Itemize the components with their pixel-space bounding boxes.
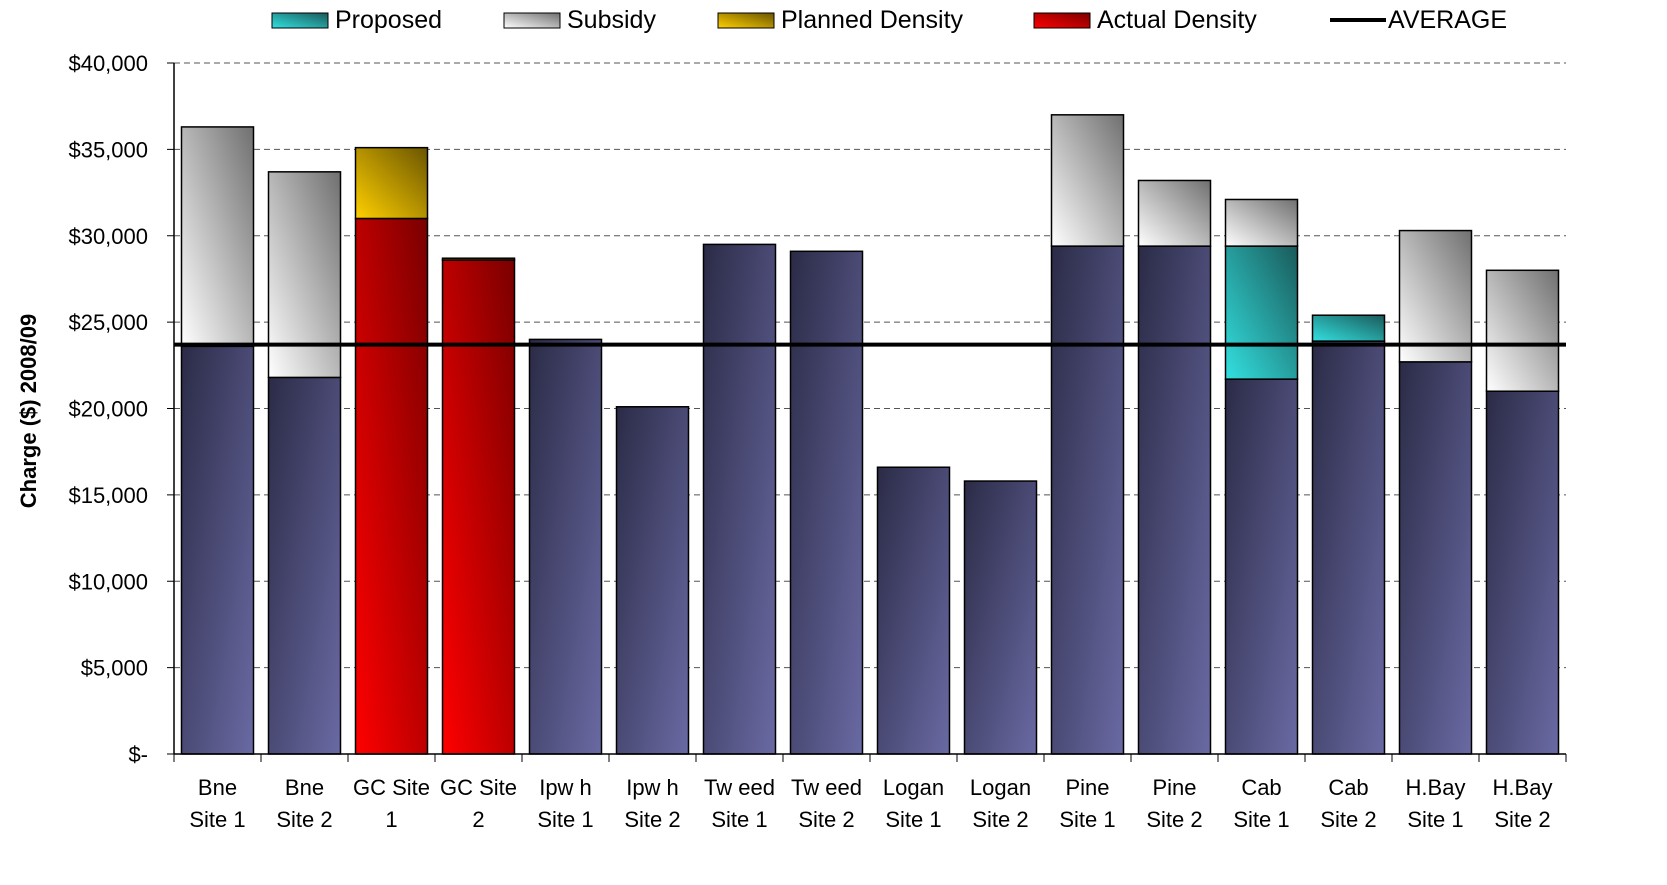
bar-base [1050, 245, 1125, 755]
x-tick-label: H.Bay [1493, 775, 1553, 800]
y-tick-label: $15,000 [68, 483, 148, 508]
x-tick-label: Site 1 [1059, 807, 1115, 832]
bar-base [1398, 361, 1473, 755]
bar-base [267, 376, 342, 755]
legend-swatch-actual [1033, 12, 1091, 29]
x-tick-label: Cab [1328, 775, 1368, 800]
bar-base [615, 406, 690, 755]
bar-proposed [1224, 245, 1299, 380]
legend: Proposed Subsidy Planned Density Actual Den… [271, 6, 1507, 34]
x-tick-label: 2 [472, 807, 484, 832]
y-tick-label: $5,000 [81, 656, 148, 681]
y-tick-label: $10,000 [68, 569, 148, 594]
bar-base [1485, 390, 1560, 755]
bar-subsidy [1050, 114, 1125, 247]
x-tick-label: Bne [285, 775, 324, 800]
x-tick-label: GC Site [353, 775, 430, 800]
bar-subsidy [1137, 179, 1212, 247]
bar-actual [354, 217, 429, 755]
legend-swatch-planned [717, 12, 775, 29]
legend-label-subsidy: Subsidy [567, 6, 656, 34]
bar-base [1137, 245, 1212, 755]
y-tick-label: $30,000 [68, 224, 148, 249]
x-tick-label: GC Site [440, 775, 517, 800]
y-axis-label: Charge ($) 2008/09 [16, 314, 41, 508]
x-tick-label: Site 2 [972, 807, 1028, 832]
x-tick-label: Site 2 [624, 807, 680, 832]
bar-subsidy [180, 126, 255, 348]
bars [180, 114, 1560, 755]
bar-proposed [1311, 314, 1386, 342]
x-tick-label: Pine [1152, 775, 1196, 800]
y-tick-label: $- [128, 742, 148, 767]
x-tick-label: Logan [970, 775, 1031, 800]
bar-base [1224, 378, 1299, 755]
bar-base [528, 338, 603, 755]
x-tick-label: H.Bay [1406, 775, 1466, 800]
y-tick-label: $25,000 [68, 310, 148, 335]
x-tick-label: Site 1 [711, 807, 767, 832]
x-tick-label: Site 2 [1494, 807, 1550, 832]
x-tick-label: Site 1 [537, 807, 593, 832]
x-tick-label: Site 1 [1233, 807, 1289, 832]
bar-base [180, 345, 255, 755]
y-tick-label: $35,000 [68, 137, 148, 162]
x-tick-label: Site 2 [798, 807, 854, 832]
legend-swatch-proposed [271, 12, 329, 29]
bar-planned [354, 146, 429, 220]
legend-label-proposed: Proposed [335, 6, 442, 34]
legend-swatch-subsidy [503, 12, 561, 29]
bar-base [876, 466, 951, 755]
axes: $- $5,000 $10,000 $15,000 $20,000 $25,000 $30,… [68, 51, 1567, 832]
x-tick-label: Site 1 [189, 807, 245, 832]
x-tick-label: Site 2 [1146, 807, 1202, 832]
x-tick-label: Site 1 [1407, 807, 1463, 832]
x-tick-label: Bne [198, 775, 237, 800]
bar-base [1311, 340, 1386, 755]
bar-subsidy [1224, 198, 1299, 247]
bar-base [702, 243, 777, 755]
x-tick-label: Cab [1241, 775, 1281, 800]
x-tick-label: Site 2 [276, 807, 332, 832]
x-tick-label: Ipw h [626, 775, 679, 800]
y-tick-label: $40,000 [68, 51, 148, 76]
bar-subsidy [1485, 269, 1560, 392]
legend-label-planned: Planned Density [781, 6, 964, 34]
bar-base [963, 480, 1038, 755]
x-tick-label: Ipw h [539, 775, 592, 800]
x-tick-label: Tw eed [791, 775, 862, 800]
x-tick-label: Tw eed [704, 775, 775, 800]
x-tick-label: Site 2 [1320, 807, 1376, 832]
y-tick-label: $20,000 [68, 397, 148, 422]
bar-planned [441, 257, 516, 261]
x-tick-label: Pine [1065, 775, 1109, 800]
legend-label-actual: Actual Density [1097, 6, 1257, 34]
legend-label-average: AVERAGE [1388, 6, 1507, 34]
bar-subsidy [1398, 229, 1473, 363]
bar-base [789, 250, 864, 755]
x-tick-label: Logan [883, 775, 944, 800]
x-tick-label: Site 1 [885, 807, 941, 832]
x-tick-label: 1 [385, 807, 397, 832]
bar-actual [441, 259, 516, 755]
